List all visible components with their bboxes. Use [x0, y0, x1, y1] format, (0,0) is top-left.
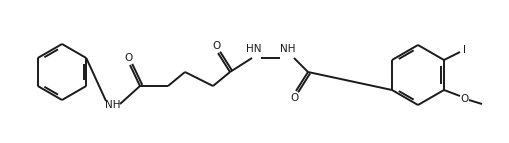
Text: O: O [291, 93, 299, 103]
Text: HN: HN [246, 44, 262, 54]
Text: O: O [213, 41, 221, 51]
Text: O: O [125, 53, 133, 63]
Text: I: I [464, 45, 466, 55]
Text: O: O [461, 94, 469, 104]
Text: NH: NH [280, 44, 296, 54]
Text: NH: NH [105, 100, 121, 110]
